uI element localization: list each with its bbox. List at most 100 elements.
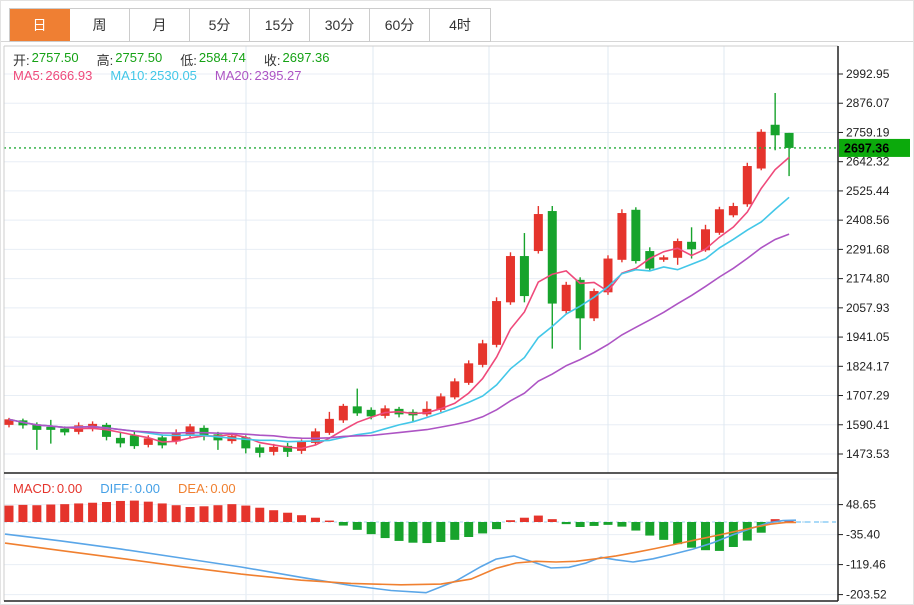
macd-histogram-bar xyxy=(324,520,334,522)
candle-body xyxy=(450,381,460,398)
price-axis-label: 2408.56 xyxy=(846,213,890,227)
macd-histogram-bar xyxy=(505,520,515,522)
candle-body xyxy=(115,437,125,444)
macd-axis-label: -203.52 xyxy=(846,588,887,602)
candle-body xyxy=(547,211,557,304)
candle-body xyxy=(519,256,529,297)
candle-body xyxy=(492,301,502,345)
price-axis-label: 2057.93 xyxy=(846,301,890,315)
current-price-tag-text: 2697.36 xyxy=(844,141,889,155)
info-pair: 高: 2757.50 xyxy=(97,50,163,69)
macd-histogram-bar xyxy=(115,500,125,522)
macd-histogram-bar xyxy=(88,502,98,522)
info-label: MA20: xyxy=(214,68,253,83)
candle-body xyxy=(784,132,794,148)
price-axis-label: 2992.95 xyxy=(846,67,890,81)
macd-histogram-bar xyxy=(617,522,627,527)
candle-body xyxy=(561,284,571,312)
info-label: DEA: xyxy=(178,481,209,496)
macd-histogram-bar xyxy=(185,507,195,522)
candle-body xyxy=(241,437,251,449)
macd-histogram-bar xyxy=(213,505,223,522)
info-pair: MA10: 2530.05 xyxy=(110,68,197,83)
macd-histogram-bar xyxy=(297,515,307,522)
candle-body xyxy=(352,406,362,414)
info-pair: MA20: 2395.27 xyxy=(215,68,302,83)
price-axis-label: 1473.53 xyxy=(846,447,890,461)
macd-histogram-bar xyxy=(60,504,70,522)
candle-body xyxy=(143,438,153,445)
macd-histogram-bar xyxy=(575,522,585,527)
candle-body xyxy=(269,446,279,452)
info-pair: DEA: 0.00 xyxy=(178,481,236,496)
tab-5分[interactable]: 5分 xyxy=(190,9,250,41)
macd-histogram-bar xyxy=(742,522,752,541)
info-label: 低: xyxy=(180,53,197,68)
candle-body xyxy=(46,426,56,430)
candle-body xyxy=(756,131,766,169)
macd-axis-label: 48.65 xyxy=(846,498,876,512)
candle-body xyxy=(631,209,641,262)
info-label: MA5: xyxy=(13,68,44,83)
tab-日[interactable]: 日 xyxy=(10,9,70,41)
ma20-line xyxy=(8,233,790,440)
info-pair: 低: 2584.74 xyxy=(180,50,246,69)
candle-body xyxy=(617,213,627,260)
info-value: 2697.36 xyxy=(282,50,330,65)
macd-histogram-bar xyxy=(143,501,153,522)
macd-histogram-bar xyxy=(659,522,669,540)
macd-histogram-bar xyxy=(547,519,557,522)
candle-body xyxy=(603,258,613,293)
tab-15分[interactable]: 15分 xyxy=(250,9,310,41)
candle-body xyxy=(770,124,780,136)
macd-histogram-bar xyxy=(756,522,766,533)
candle-body xyxy=(185,426,195,435)
price-axis-label: 2876.07 xyxy=(846,96,890,110)
macd-axis-label: -35.40 xyxy=(846,528,880,542)
candle-body xyxy=(102,424,112,437)
candle-body xyxy=(324,418,334,433)
candle-body xyxy=(505,256,515,303)
macd-histogram-bar xyxy=(4,505,14,522)
macd-histogram-bar xyxy=(74,503,84,522)
tab-60分[interactable]: 60分 xyxy=(370,9,430,41)
candle-body xyxy=(575,279,585,319)
tab-周[interactable]: 周 xyxy=(70,9,130,41)
candle-body xyxy=(589,291,599,319)
macd-histogram-bar xyxy=(171,505,181,522)
candle-body xyxy=(338,405,348,421)
macd-axis-label: -119.46 xyxy=(846,558,886,572)
info-value: 2530.05 xyxy=(149,68,197,83)
candle-body xyxy=(436,396,446,410)
candle-body xyxy=(199,427,209,436)
macd-histogram-bar xyxy=(18,504,28,522)
price-axis-label: 2174.80 xyxy=(846,272,890,286)
candle-body xyxy=(310,431,320,443)
macd-histogram-bar xyxy=(394,522,404,541)
tab-4时[interactable]: 4时 xyxy=(430,9,490,41)
info-label: 开: xyxy=(13,53,30,68)
tab-30分[interactable]: 30分 xyxy=(310,9,370,41)
macd-histogram-bar xyxy=(589,522,599,526)
macd-histogram-bar xyxy=(408,522,418,543)
ma10-line xyxy=(8,196,790,443)
macd-histogram-bar xyxy=(227,504,237,522)
macd-histogram-bar xyxy=(436,522,446,542)
info-value: 2395.27 xyxy=(254,68,302,83)
candle-body xyxy=(673,241,683,258)
macd-histogram-bar xyxy=(478,522,488,534)
macd-histogram-bar xyxy=(352,522,362,530)
macd-histogram-bar xyxy=(603,522,613,525)
price-axis-label: 2291.68 xyxy=(846,242,890,256)
info-value: 2584.74 xyxy=(198,50,246,65)
info-label: MA10: xyxy=(110,68,148,83)
info-value: 2757.50 xyxy=(31,50,79,65)
macd-histogram-bar xyxy=(157,503,167,522)
macd-histogram-bar xyxy=(129,500,139,522)
macd-histogram-bar xyxy=(701,522,710,551)
tab-月[interactable]: 月 xyxy=(130,9,190,41)
candle-body xyxy=(701,229,710,251)
info-value: 0.00 xyxy=(210,481,236,496)
